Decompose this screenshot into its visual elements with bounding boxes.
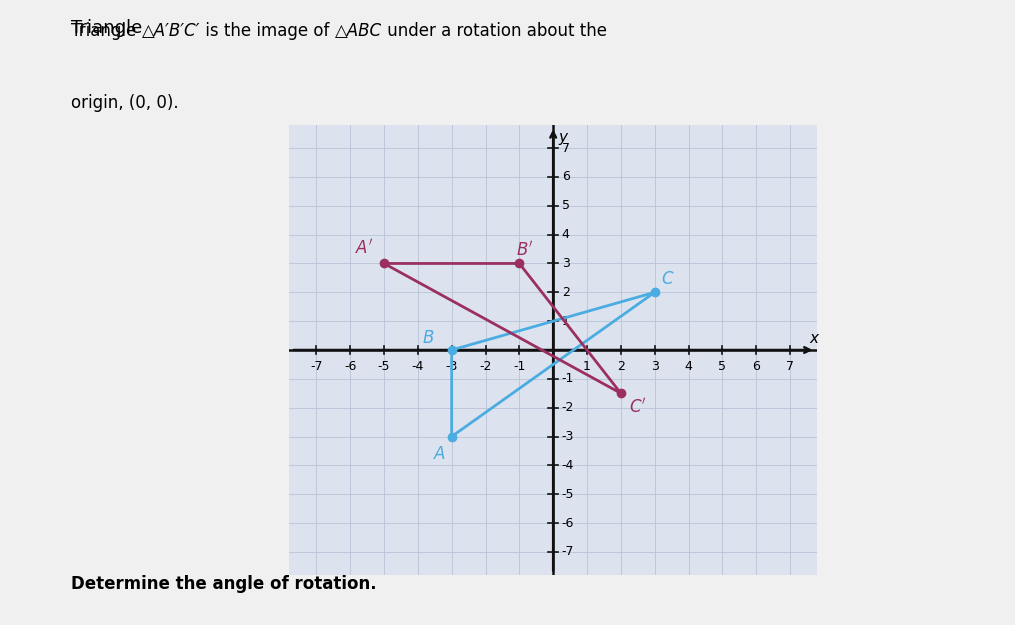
Text: $B'$: $B'$ bbox=[516, 240, 534, 259]
Text: -2: -2 bbox=[479, 360, 491, 373]
Text: 7: 7 bbox=[786, 360, 794, 373]
Text: $y$: $y$ bbox=[558, 131, 569, 147]
Text: is the image of: is the image of bbox=[200, 22, 335, 41]
Text: $A'$: $A'$ bbox=[355, 239, 374, 258]
Text: △A′B′C′: △A′B′C′ bbox=[141, 22, 200, 41]
Text: -3: -3 bbox=[561, 430, 574, 443]
Text: -1: -1 bbox=[561, 372, 574, 386]
Text: $x$: $x$ bbox=[809, 331, 820, 346]
Text: $C$: $C$ bbox=[662, 270, 675, 288]
Text: 3: 3 bbox=[651, 360, 659, 373]
Text: 4: 4 bbox=[684, 360, 692, 373]
Text: -4: -4 bbox=[561, 459, 574, 472]
Text: 1: 1 bbox=[583, 360, 591, 373]
Text: 3: 3 bbox=[561, 257, 569, 270]
Text: $A$: $A$ bbox=[433, 445, 447, 463]
Text: -4: -4 bbox=[412, 360, 424, 373]
Text: -7: -7 bbox=[311, 360, 323, 373]
Text: 6: 6 bbox=[752, 360, 760, 373]
Text: -6: -6 bbox=[561, 517, 574, 529]
Text: -3: -3 bbox=[446, 360, 458, 373]
Text: -2: -2 bbox=[561, 401, 574, 414]
Text: Determine the angle of rotation.: Determine the angle of rotation. bbox=[71, 576, 377, 593]
Text: 1: 1 bbox=[561, 314, 569, 328]
Text: 2: 2 bbox=[561, 286, 569, 299]
Text: 2: 2 bbox=[617, 360, 625, 373]
Text: -5: -5 bbox=[378, 360, 390, 373]
Text: 7: 7 bbox=[561, 142, 569, 154]
Text: $B$: $B$ bbox=[422, 329, 434, 347]
Text: origin, (0, 0).: origin, (0, 0). bbox=[71, 94, 179, 112]
Text: Triangle: Triangle bbox=[71, 19, 148, 37]
Text: 4: 4 bbox=[561, 228, 569, 241]
Text: $C'$: $C'$ bbox=[629, 398, 648, 417]
Text: -5: -5 bbox=[561, 488, 574, 501]
Text: -7: -7 bbox=[561, 546, 574, 558]
Text: under a rotation about the: under a rotation about the bbox=[382, 22, 607, 41]
Text: -6: -6 bbox=[344, 360, 356, 373]
Text: -1: -1 bbox=[514, 360, 526, 373]
Text: 5: 5 bbox=[719, 360, 727, 373]
Text: 5: 5 bbox=[561, 199, 569, 212]
Text: 6: 6 bbox=[561, 171, 569, 183]
Text: Triangle: Triangle bbox=[71, 22, 141, 41]
Text: △ABC: △ABC bbox=[335, 22, 382, 41]
